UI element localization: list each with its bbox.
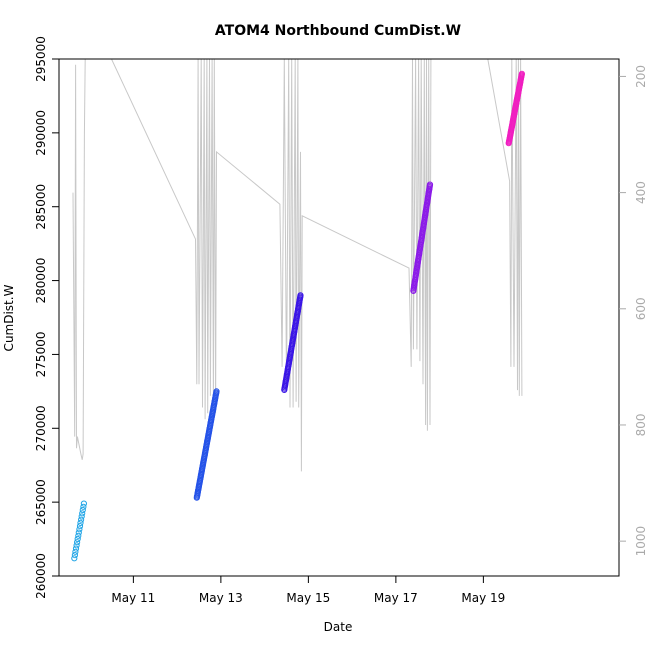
- data-point: [76, 526, 83, 533]
- y-tick-label: 270000: [34, 405, 48, 451]
- data-point: [80, 503, 87, 510]
- data-point: [79, 506, 86, 514]
- data-point: [79, 510, 86, 517]
- data-point: [78, 513, 85, 520]
- x-tick-label: May 19: [461, 591, 505, 605]
- data-point: [71, 555, 78, 562]
- x-tick-label: May 15: [286, 591, 330, 605]
- data-point: [76, 523, 84, 530]
- series-1: [71, 500, 88, 562]
- y2-tick-label: 200: [634, 65, 648, 88]
- y2-tick-label: 600: [634, 297, 648, 320]
- x-axis-label: Date: [324, 620, 353, 634]
- y-tick-label: 280000: [34, 258, 48, 304]
- x-tick-label: May 13: [199, 591, 243, 605]
- y-axis-label: CumDist.W: [2, 284, 16, 351]
- y-tick-label: 260000: [34, 553, 48, 599]
- data-point: [71, 552, 79, 559]
- series-5: [505, 70, 526, 147]
- data-point: [74, 539, 81, 546]
- plot-frame: [58, 58, 620, 577]
- data-point: [80, 500, 88, 507]
- y-axis: 260000 265000 270000 275000 280000 285000 2900…: [34, 36, 59, 599]
- y-tick-label: 275000: [34, 332, 48, 378]
- data-point: [72, 545, 80, 552]
- y-tick-label: 265000: [34, 479, 48, 525]
- x-tick-label: May 11: [111, 591, 155, 605]
- y-tick-label: 295000: [34, 36, 48, 82]
- secondary-y-axis: 200 400 600 800 1000: [619, 65, 648, 556]
- data-point: [75, 532, 82, 539]
- y2-tick-label: 800: [634, 414, 648, 437]
- data-point: [72, 548, 79, 555]
- data-point: [518, 70, 526, 77]
- data-point: [426, 181, 434, 188]
- chart-title: ATOM4 Northbound CumDist.W: [215, 23, 461, 39]
- y2-tick-label: 1000: [634, 526, 648, 557]
- data-point: [213, 388, 220, 395]
- series-3: [281, 292, 304, 393]
- data-point: [78, 516, 85, 523]
- data-point: [75, 529, 82, 536]
- data-point: [297, 292, 304, 299]
- data-point: [73, 542, 80, 549]
- y2-tick-label: 400: [634, 181, 648, 204]
- y-tick-label: 285000: [34, 184, 48, 230]
- series-2: [193, 388, 220, 501]
- data-points: [71, 70, 526, 562]
- series-4: [410, 181, 434, 294]
- depth-trace: [72, 58, 523, 472]
- x-axis: May 11 May 13 May 15 May 17 May 19: [111, 576, 505, 605]
- y-tick-label: 290000: [34, 110, 48, 156]
- data-point: [77, 519, 84, 527]
- x-tick-label: May 17: [374, 591, 418, 605]
- data-point: [74, 535, 81, 543]
- depth-trace-line: [72, 58, 523, 472]
